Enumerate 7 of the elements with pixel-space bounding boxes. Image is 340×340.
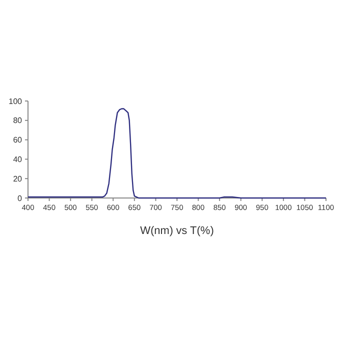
y-tick-label: 20 <box>13 174 23 184</box>
y-tick-label: 0 <box>18 194 23 203</box>
y-tick-label: 40 <box>13 155 23 164</box>
y-tick-label: 60 <box>13 136 23 145</box>
y-tick-label: 100 <box>8 96 23 106</box>
y-tick-label: 80 <box>13 116 23 126</box>
x-axis-title: W(nm) vs T(%) <box>140 225 214 237</box>
